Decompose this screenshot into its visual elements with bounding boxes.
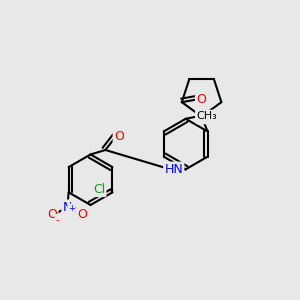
Text: O: O — [114, 130, 124, 143]
Text: CH₃: CH₃ — [196, 111, 217, 121]
Text: O: O — [77, 208, 87, 221]
Text: HN: HN — [164, 163, 183, 176]
Text: Cl: Cl — [93, 183, 105, 196]
Text: -: - — [56, 215, 59, 225]
Text: O: O — [196, 93, 206, 106]
Text: N: N — [197, 110, 206, 123]
Text: +: + — [68, 204, 75, 213]
Text: O: O — [47, 208, 57, 221]
Text: N: N — [62, 201, 72, 214]
